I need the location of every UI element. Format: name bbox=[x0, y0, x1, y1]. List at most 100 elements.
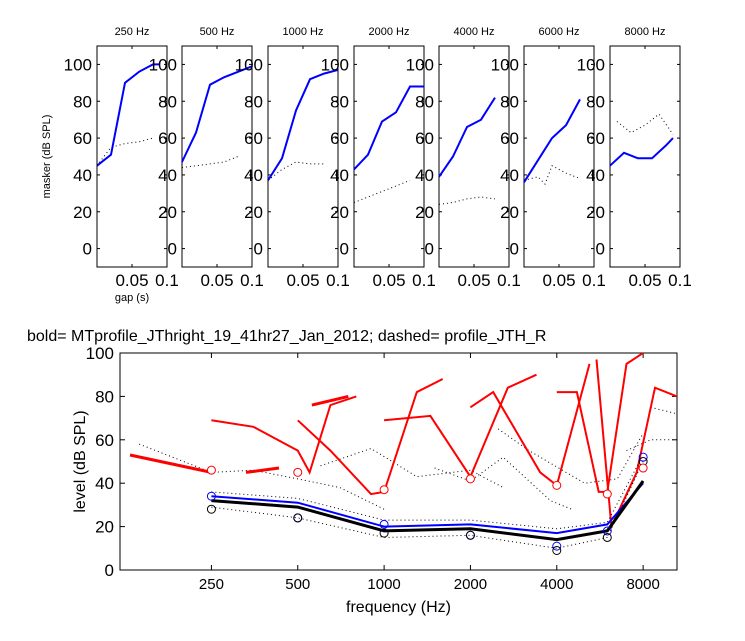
y-tick-label: 60 bbox=[500, 129, 519, 148]
x-tick-label: 0.1 bbox=[155, 271, 179, 290]
red-circle-marker bbox=[465, 474, 475, 484]
dotted-background-curve-2 bbox=[434, 456, 572, 510]
x-tick-label: 0.05 bbox=[115, 271, 148, 290]
panel-frame bbox=[181, 45, 253, 268]
x-axis-label: frequency (Hz) bbox=[346, 599, 451, 616]
blue-circle-marker bbox=[638, 452, 648, 462]
black-circle-marker bbox=[465, 530, 475, 540]
blue-circle-marker bbox=[206, 491, 216, 501]
panel-title: 8000 Hz bbox=[625, 26, 666, 38]
black-circle-marker bbox=[293, 513, 303, 523]
series-line-0 bbox=[609, 137, 674, 167]
y-tick-label: 40 bbox=[330, 166, 349, 185]
main-series-3 bbox=[211, 454, 644, 530]
red-curve-3 bbox=[469, 363, 591, 488]
main-series-1 bbox=[211, 480, 645, 542]
red-circle-marker bbox=[293, 467, 303, 477]
panel-title: 1000 Hz bbox=[283, 26, 324, 38]
series-line-1 bbox=[96, 137, 154, 167]
y-tick-label: 60 bbox=[330, 129, 349, 148]
x-tick-label: 0.05 bbox=[200, 271, 233, 290]
x-tick-label: 0.05 bbox=[372, 271, 405, 290]
y-tick-label: 20 bbox=[95, 518, 114, 537]
y-tick-label: 20 bbox=[586, 203, 605, 222]
red-circle-marker bbox=[379, 485, 389, 495]
panel-frame bbox=[438, 45, 510, 268]
x-tick-label: 250 bbox=[199, 576, 224, 593]
series-line-1 bbox=[267, 161, 324, 181]
series-line-1 bbox=[616, 113, 674, 135]
black-circle-marker bbox=[552, 545, 562, 555]
red-curve-1 bbox=[297, 378, 444, 496]
main-series-0 bbox=[211, 482, 644, 535]
main-series-2 bbox=[211, 461, 644, 549]
red-bold-segment-1 bbox=[245, 466, 280, 474]
y-tick-label: 40 bbox=[158, 166, 177, 185]
black-circle-marker bbox=[206, 504, 216, 514]
y-tick-label: 0 bbox=[168, 240, 177, 259]
y-tick-label: 0 bbox=[596, 240, 605, 259]
y-tick-label: 80 bbox=[500, 92, 519, 111]
series-line-0 bbox=[523, 98, 581, 183]
blue-circle-marker bbox=[552, 541, 562, 551]
x-tick-label: 0.1 bbox=[412, 271, 436, 290]
series-line-0 bbox=[438, 97, 496, 178]
y-tick-label: 20 bbox=[330, 203, 349, 222]
main-title: bold= MTprofile_JThright_19_41hr27_Jan_2… bbox=[27, 328, 546, 345]
x-tick-label: 0.1 bbox=[582, 271, 606, 290]
small-panel-4: 4000 Hz 0 20 40 60 80 100 0.05 0.1 bbox=[406, 26, 521, 290]
y-tick-label: 20 bbox=[73, 203, 92, 222]
black-circle-marker bbox=[379, 528, 389, 538]
y-tick-label: 100 bbox=[149, 55, 177, 74]
y-tick-label: 0 bbox=[83, 240, 92, 259]
series-line-0 bbox=[267, 68, 339, 181]
y-tick-label: 100 bbox=[86, 344, 114, 363]
y-tick-label: 0 bbox=[340, 240, 349, 259]
small-panel-5: 6000 Hz 0 20 40 60 80 100 0.05 0.1 bbox=[491, 26, 606, 290]
y-tick-label: 80 bbox=[330, 92, 349, 111]
x-tick-label: 8000 bbox=[626, 576, 659, 593]
x-tick-label: 0.1 bbox=[668, 271, 692, 290]
black-circle-marker bbox=[602, 532, 612, 542]
x-axis-label: gap (s) bbox=[115, 292, 149, 304]
y-tick-label: 60 bbox=[586, 129, 605, 148]
y-tick-label: 80 bbox=[415, 92, 434, 111]
x-tick-label: 0.1 bbox=[240, 271, 264, 290]
y-tick-label: 100 bbox=[64, 55, 92, 74]
panel-title: 4000 Hz bbox=[454, 26, 495, 38]
y-tick-label: 100 bbox=[406, 55, 434, 74]
x-tick-label: 0.1 bbox=[326, 271, 350, 290]
y-tick-label: 100 bbox=[577, 55, 605, 74]
y-axis-label: level (dB SPL) bbox=[72, 410, 89, 512]
x-tick-label: 0.05 bbox=[286, 271, 319, 290]
small-panel-0: 250 Hz 0 20 40 60 80 100 0.05 0.1 masker (dB SPL)… bbox=[41, 26, 179, 304]
y-tick-label: 20 bbox=[415, 203, 434, 222]
x-tick-label: 0.1 bbox=[497, 271, 521, 290]
y-axis-label: masker (dB SPL) bbox=[41, 115, 53, 199]
panel-frame bbox=[353, 45, 425, 268]
blue-circle-marker bbox=[602, 526, 612, 536]
panel-frame bbox=[267, 45, 339, 268]
panel-title: 500 Hz bbox=[200, 26, 235, 38]
y-tick-label: 60 bbox=[415, 129, 434, 148]
series-line-1 bbox=[181, 156, 239, 169]
small-panel-3: 2000 Hz 0 20 40 60 80 100 0.05 0.1 bbox=[321, 26, 436, 290]
panel-title: 6000 Hz bbox=[539, 26, 580, 38]
y-tick-label: 0 bbox=[425, 240, 434, 259]
panel-title: 250 Hz bbox=[115, 26, 150, 38]
panel-title: 2000 Hz bbox=[369, 26, 410, 38]
y-tick-label: 80 bbox=[244, 92, 263, 111]
y-tick-label: 20 bbox=[500, 203, 519, 222]
series-line-0 bbox=[96, 63, 160, 167]
small-panel-1: 500 Hz 0 20 40 60 80 100 0.05 0.1 bbox=[149, 26, 264, 290]
y-tick-label: 0 bbox=[510, 240, 519, 259]
red-circle-marker bbox=[602, 489, 612, 499]
red-circle-marker bbox=[638, 463, 648, 473]
red-curve-0 bbox=[211, 395, 357, 475]
red-bold-segment-0 bbox=[129, 453, 212, 474]
dotted-background-curve-5 bbox=[650, 406, 677, 415]
y-tick-label: 0 bbox=[254, 240, 263, 259]
y-tick-label: 40 bbox=[586, 166, 605, 185]
x-tick-label: 2000 bbox=[454, 576, 487, 593]
